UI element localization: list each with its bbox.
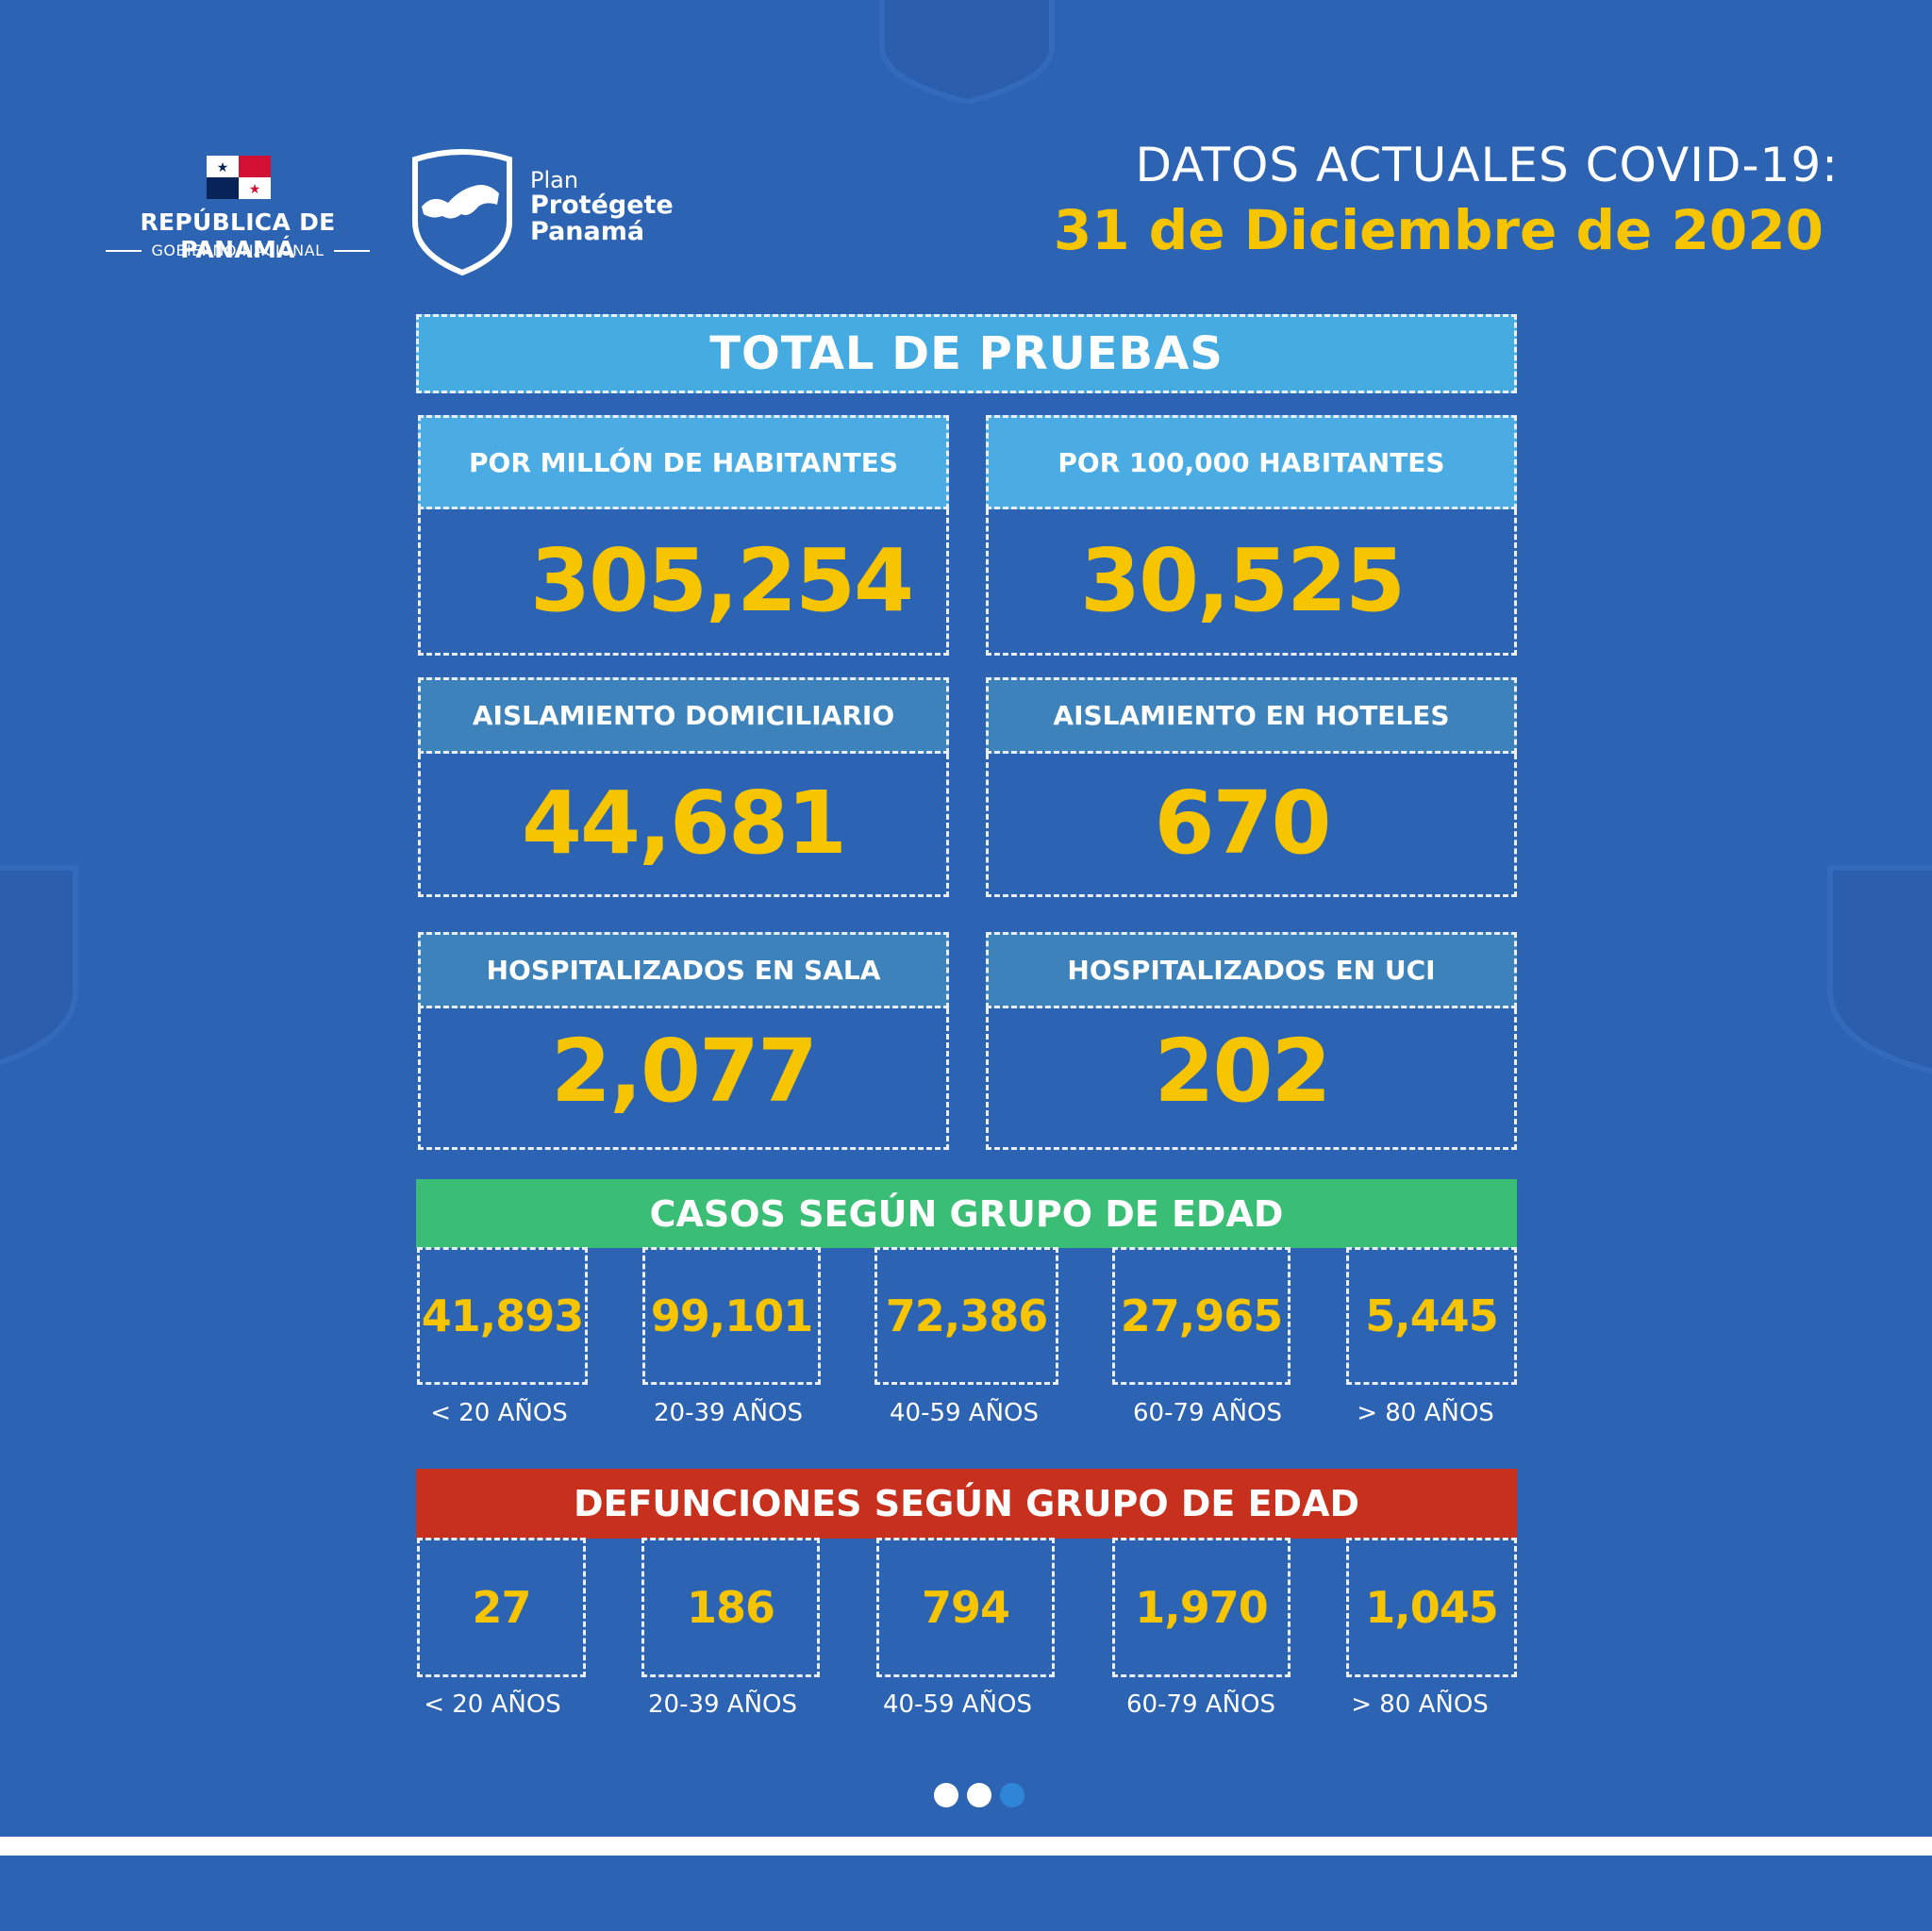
hospitalizados-sala-value: 2,077 [550, 1020, 818, 1122]
defunciones-value-under-20: 27 [417, 1538, 586, 1677]
defunciones-age-20-39: 20-39 AÑOS [647, 1690, 798, 1719]
carousel-dot[interactable] [1000, 1783, 1024, 1807]
per-100k-label: POR 100,000 HABITANTES [986, 415, 1517, 509]
casos-value-under-20: 41,893 [417, 1247, 588, 1385]
plan-name-line1: Protégete [530, 191, 674, 220]
government-text: GOBIERNO NACIONAL [151, 241, 325, 259]
hospitalizados-uci-label: HOSPITALIZADOS EN UCI [986, 932, 1517, 1008]
per-million-label: POR MILLÓN DE HABITANTES [418, 415, 949, 509]
defunciones-value-20-39: 186 [641, 1538, 820, 1677]
casos-age-40-59: 40-59 AÑOS [889, 1399, 1040, 1427]
casos-value-20-39: 99,101 [642, 1247, 821, 1385]
per-100k-value: 30,525 [1079, 529, 1406, 631]
carousel-indicator [934, 1783, 1024, 1807]
plan-word: Plan [530, 167, 579, 193]
defunciones-value-40-59: 794 [876, 1538, 1055, 1677]
svg-text:★: ★ [249, 182, 261, 197]
hospitalizados-sala-box [418, 1008, 949, 1150]
hospitalizados-uci-value: 202 [1154, 1020, 1331, 1122]
aislamiento-hoteles-value: 670 [1154, 772, 1331, 874]
plan-name-line2: Panamá [530, 217, 645, 246]
defunciones-value-60-79: 1,970 [1112, 1538, 1291, 1677]
svg-text:★: ★ [217, 160, 229, 175]
aislamiento-hoteles-box [986, 754, 1517, 897]
footer-stripe [0, 1837, 1932, 1856]
defunciones-age-40-59: 40-59 AÑOS [882, 1690, 1033, 1719]
report-date: 31 de Diciembre de 2020 [1053, 198, 1824, 262]
defunciones-banner: DEFUNCIONES SEGÚN GRUPO DE EDAD [416, 1469, 1517, 1539]
per-million-value: 305,254 [529, 529, 914, 631]
casos-age-under-20: < 20 AÑOS [430, 1399, 568, 1427]
country-name: REPÚBLICA DE PANAMÁ [140, 208, 336, 263]
casos-value-40-59: 72,386 [874, 1247, 1058, 1385]
panama-flag-icon: ★ ★ [207, 156, 271, 199]
defunciones-age-over-80: > 80 AÑOS [1351, 1690, 1489, 1719]
plan-name: Protégete Panamá [530, 192, 674, 245]
decorative-shield-icon [0, 865, 78, 1066]
casos-age-20-39: 20-39 AÑOS [653, 1399, 804, 1427]
casos-value-over-80: 5,445 [1346, 1247, 1517, 1385]
aislamiento-hoteles-label: AISLAMIENTO EN HOTELES [986, 677, 1517, 754]
total-pruebas-banner: TOTAL DE PRUEBAS [416, 314, 1517, 393]
divider [333, 249, 370, 252]
carousel-dot[interactable] [967, 1783, 991, 1807]
casos-age-60-79: 60-79 AÑOS [1132, 1399, 1283, 1427]
defunciones-age-under-20: < 20 AÑOS [424, 1690, 561, 1719]
casos-banner: CASOS SEGÚN GRUPO DE EDAD [416, 1179, 1517, 1248]
per-million-box [418, 509, 949, 656]
aislamiento-domiciliario-label: AISLAMIENTO DOMICILIARIO [418, 677, 949, 754]
hospitalizados-sala-label: HOSPITALIZADOS EN SALA [418, 932, 949, 1008]
decorative-shield-icon [1827, 865, 1932, 1074]
defunciones-age-60-79: 60-79 AÑOS [1125, 1690, 1276, 1719]
carousel-dot[interactable] [934, 1783, 958, 1807]
casos-value-60-79: 27,965 [1112, 1247, 1291, 1385]
page-title: DATOS ACTUALES COVID-19: [1135, 138, 1839, 192]
defunciones-value-over-80: 1,045 [1346, 1538, 1517, 1677]
aislamiento-domiciliario-value: 44,681 [521, 772, 847, 874]
aislamiento-domiciliario-box [418, 754, 949, 897]
per-100k-box [986, 509, 1517, 656]
shield-logo-icon [412, 149, 512, 275]
government-label: GOBIERNO NACIONAL [106, 241, 370, 259]
decorative-shield-icon [879, 0, 1055, 104]
casos-age-over-80: > 80 AÑOS [1357, 1399, 1494, 1427]
hospitalizados-uci-box [986, 1008, 1517, 1150]
divider [106, 249, 142, 252]
